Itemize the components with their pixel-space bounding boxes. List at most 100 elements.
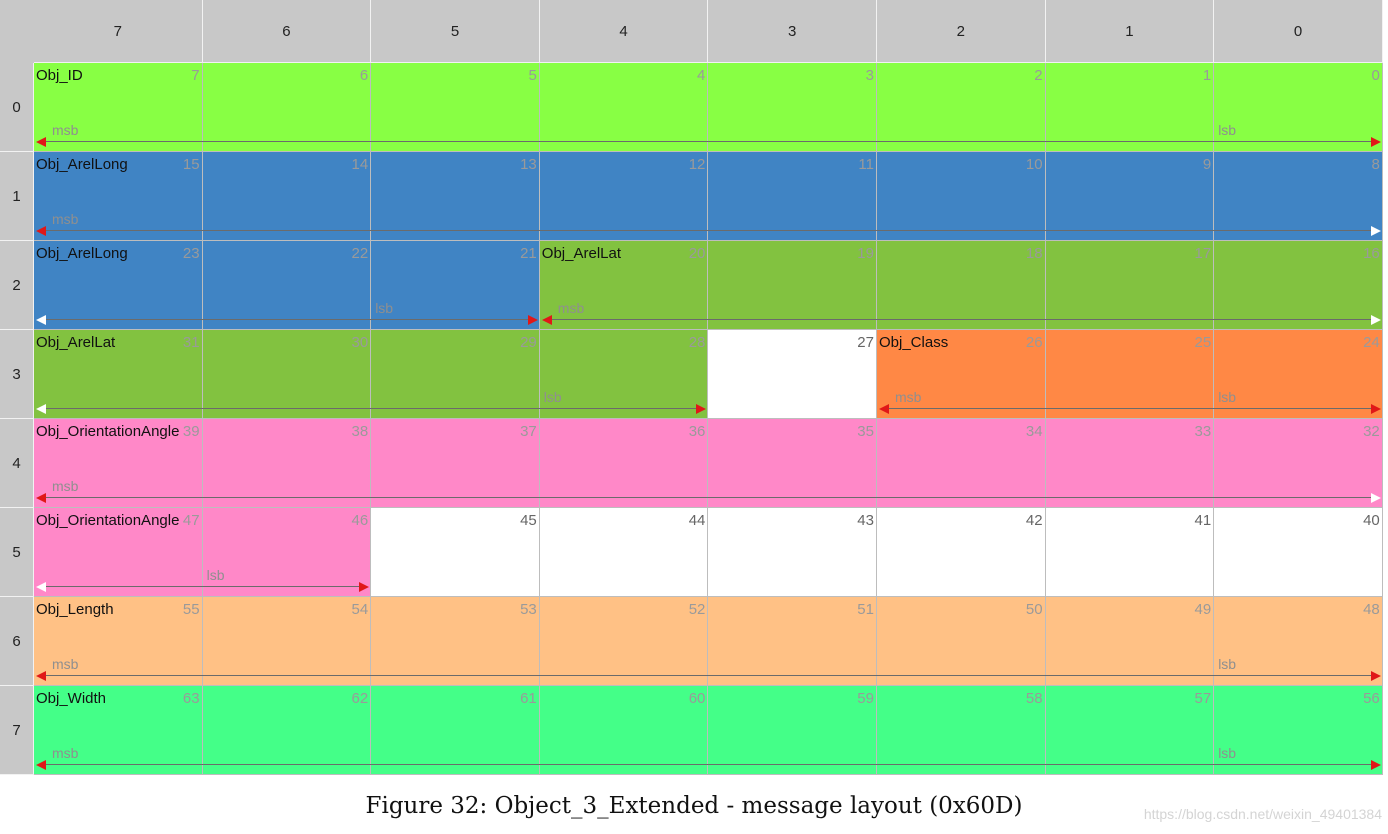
column-header-1: 1 [1045, 0, 1215, 63]
bit-range-line [38, 497, 1379, 498]
bit-cell-45: 45 [371, 508, 540, 597]
bit-range-line [38, 230, 1379, 231]
bit-number: 21 [520, 245, 537, 262]
bit-range-line [543, 319, 1379, 320]
bit-number: 40 [1363, 512, 1380, 529]
bit-cell-24: 24 [1214, 330, 1383, 419]
bit-number: 41 [1194, 512, 1212, 529]
message-layout-grid: 7 6 5 4 3 2 1 0 0 1 2 3 4 5 6 7 7 6 5 4 3 2 1 0 15 14 13 12 11 10 9 8 23… [0, 0, 1383, 775]
bit-cell-5: 5 [371, 63, 540, 152]
row-header-4: 4 [0, 419, 34, 508]
arrow-right-icon [1370, 137, 1381, 147]
bit-number: 57 [1194, 690, 1212, 707]
bit-cell-49: 49 [1045, 597, 1215, 686]
row-header-5: 5 [0, 508, 34, 597]
bit-cell-11: 11 [708, 152, 877, 241]
bit-cell-33: 33 [1045, 419, 1215, 508]
bit-number: 63 [182, 690, 200, 707]
arrow-left-icon [36, 404, 46, 414]
bit-number: 13 [520, 156, 537, 173]
arrow-left-icon [36, 582, 46, 592]
column-header-7: 7 [34, 0, 203, 63]
signal-name: Obj_ArelLat [36, 334, 116, 351]
bit-cell-51: 51 [708, 597, 877, 686]
bit-cell-50: 50 [877, 597, 1046, 686]
arrow-right-icon [1370, 226, 1381, 236]
bit-number: 45 [520, 512, 537, 529]
bit-cell-42: 42 [877, 508, 1046, 597]
arrow-right-icon [1370, 493, 1381, 503]
bit-range-line [38, 319, 536, 320]
bit-number: 12 [688, 156, 706, 173]
bit-number: 28 [688, 334, 706, 351]
arrow-right-icon [1370, 760, 1381, 770]
bit-cell-26: 26 [877, 330, 1046, 419]
bit-number: 62 [351, 690, 369, 707]
bit-number: 18 [1025, 245, 1043, 262]
signal-obj-arellat: Obj_ArelLat msb [540, 241, 1383, 330]
signal-name: Obj_OrientationAngle [36, 512, 180, 529]
bit-cell-28: 28 [539, 330, 709, 419]
bit-number: 19 [857, 245, 874, 262]
column-header-2: 2 [877, 0, 1046, 63]
msb-label: msb [52, 122, 79, 138]
bit-cell-60: 60 [539, 686, 709, 775]
column-header-6: 6 [202, 0, 372, 63]
bit-cell-6: 6 [202, 63, 372, 152]
bit-number: 55 [182, 601, 200, 618]
bit-cell-29: 29 [371, 330, 540, 419]
arrow-right-icon [1370, 404, 1381, 414]
signal-obj-orientationangle: Obj_OrientationAngle lsb [34, 508, 371, 597]
bit-range-line [38, 675, 1379, 676]
signal-name: Obj_Class [879, 334, 949, 351]
bit-cell-34: 34 [877, 419, 1046, 508]
bit-number: 8 [1371, 156, 1380, 173]
column-header-4: 4 [539, 0, 709, 63]
column-header-0: 0 [1214, 0, 1383, 63]
signal-name: Obj_ArelLong [36, 245, 128, 262]
bit-number: 10 [1025, 156, 1043, 173]
bit-cell-30: 30 [202, 330, 372, 419]
arrow-right-icon [1370, 671, 1381, 681]
row-header-0: 0 [0, 63, 34, 152]
bit-number: 5 [528, 67, 537, 84]
bit-cell-61: 61 [371, 686, 540, 775]
signal-obj-id: Obj_ID msb lsb [34, 63, 1383, 152]
bit-number: 22 [351, 245, 369, 262]
bit-cell-7: 7 [34, 63, 203, 152]
bit-number: 60 [688, 690, 706, 707]
bit-number: 2 [1034, 67, 1043, 84]
arrow-left-icon [36, 315, 46, 325]
bit-cell-0: 0 [1214, 63, 1383, 152]
signal-obj-length: Obj_Length msb lsb [34, 597, 1383, 686]
arrow-left-icon [541, 315, 552, 325]
bit-number: 6 [359, 67, 369, 84]
bit-cell-36: 36 [539, 419, 709, 508]
bit-number: 54 [351, 601, 369, 618]
bit-number: 51 [857, 601, 874, 618]
row-header-3: 3 [0, 330, 34, 419]
bit-number: 0 [1371, 67, 1380, 84]
arrow-left-icon [36, 671, 46, 681]
bit-cell-12: 12 [539, 152, 709, 241]
bit-cell-54: 54 [202, 597, 372, 686]
bit-cell-1: 1 [1045, 63, 1215, 152]
bit-cell-2: 2 [877, 63, 1046, 152]
bit-number: 9 [1202, 156, 1212, 173]
bit-number: 52 [688, 601, 706, 618]
msb-label: msb [557, 300, 585, 316]
corner-cell [0, 0, 34, 63]
arrow-right-icon [696, 404, 707, 414]
bit-number: 59 [857, 690, 874, 707]
bit-number: 25 [1194, 334, 1212, 351]
bit-cell-32: 32 [1214, 419, 1383, 508]
arrow-left-icon [36, 137, 46, 147]
bit-cell-56: 56 [1214, 686, 1383, 775]
bit-cell-21: 21 [371, 241, 540, 330]
bit-cell-57: 57 [1045, 686, 1215, 775]
signal-obj-width: Obj_Width msb lsb [34, 686, 1383, 775]
bit-range-line [38, 408, 705, 409]
bit-cell-44: 44 [539, 508, 709, 597]
bit-range-line [38, 586, 368, 587]
signal-obj-arellong: Obj_ArelLong msb [34, 152, 1383, 241]
